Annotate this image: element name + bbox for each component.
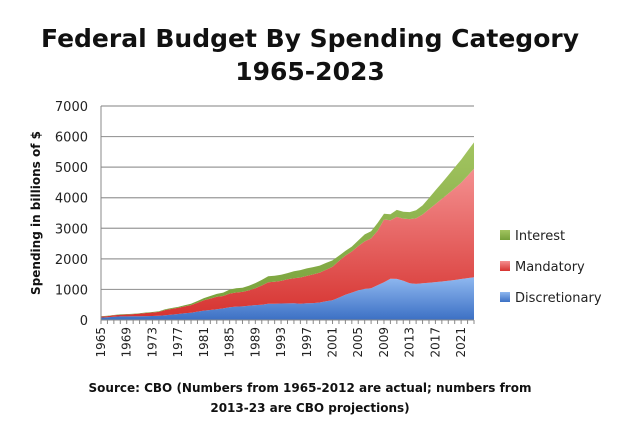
y-tick-label: 1000 bbox=[55, 283, 88, 298]
legend-label-mandatory: Mandatory bbox=[515, 260, 585, 275]
x-tick-label: 2021 bbox=[454, 327, 468, 358]
chart-title-line-2: 1965-2023 bbox=[235, 57, 385, 86]
x-tick-label: 2001 bbox=[326, 327, 340, 358]
y-tick-label: 5000 bbox=[55, 161, 88, 176]
x-tick-label: 1981 bbox=[197, 327, 211, 358]
legend-swatch-interest bbox=[500, 230, 510, 240]
legend-swatch-mandatory bbox=[500, 261, 510, 271]
x-tick-label: 2013 bbox=[403, 327, 417, 358]
x-tick-label: 1989 bbox=[248, 327, 262, 358]
x-tick-label: 1985 bbox=[223, 327, 237, 358]
y-tick-label: 3000 bbox=[55, 222, 88, 237]
source-note-line-1: Source: CBO (Numbers from 1965-2012 are … bbox=[88, 381, 532, 395]
chart-title-line-1: Federal Budget By Spending Category bbox=[41, 24, 579, 53]
y-tick-label: 6000 bbox=[55, 131, 88, 146]
legend-label-discretionary: Discretionary bbox=[515, 291, 602, 306]
x-tick-label: 1993 bbox=[274, 327, 288, 358]
x-tick-label: 2009 bbox=[377, 327, 391, 358]
source-note-line-2: 2013-23 are CBO projections) bbox=[210, 401, 410, 415]
x-tick-label: 1973 bbox=[145, 327, 159, 358]
y-tick-label: 0 bbox=[80, 314, 88, 329]
y-tick-label: 4000 bbox=[55, 192, 88, 207]
area-discretionary bbox=[101, 277, 474, 320]
x-tick-label: 1977 bbox=[171, 327, 185, 358]
y-axis-label: Spending in billions of $ bbox=[29, 131, 43, 295]
x-tick-label: 2017 bbox=[428, 327, 442, 358]
x-tick-label: 1997 bbox=[300, 327, 314, 358]
legend-swatch-discretionary bbox=[500, 292, 510, 302]
y-tick-label: 2000 bbox=[55, 253, 88, 268]
x-tick-label: 1969 bbox=[120, 327, 134, 358]
y-tick-label: 7000 bbox=[55, 100, 88, 115]
x-tick-label: 1965 bbox=[94, 327, 108, 358]
legend-label-interest: Interest bbox=[515, 229, 565, 244]
x-tick-label: 2005 bbox=[351, 327, 365, 358]
area-mandatory bbox=[101, 168, 474, 318]
